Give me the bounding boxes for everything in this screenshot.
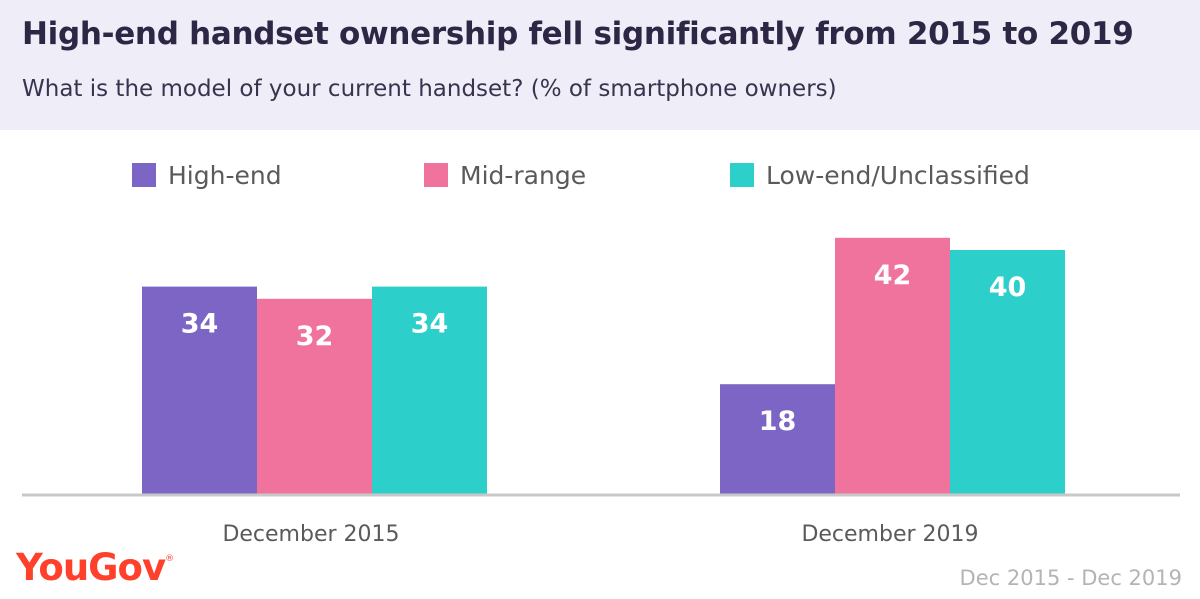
legend-item-mid-range: Mid-range <box>424 160 587 190</box>
legend-swatch-low-end <box>730 163 754 187</box>
data-label: 34 <box>181 309 219 340</box>
legend-swatch-mid-range <box>424 163 448 187</box>
data-label: 40 <box>989 272 1027 303</box>
bar-low-end-unclassified-december-2015 <box>372 286 487 494</box>
legend-label-high-end: High-end <box>168 160 282 190</box>
data-label: 32 <box>296 321 334 352</box>
legend-item-low-end: Low-end/Unclassified <box>730 160 1030 190</box>
chart-header: High-end handset ownership fell signific… <box>0 0 1200 130</box>
chart-title: High-end handset ownership fell signific… <box>22 16 1134 52</box>
chart-subtitle: What is the model of your current handse… <box>22 76 837 102</box>
logo-text: YouGov <box>16 546 166 589</box>
yougov-logo: YouGov® <box>16 546 174 589</box>
bar-low-end-unclassified-december-2019 <box>950 250 1065 494</box>
x-label-december-2015: December 2015 <box>222 522 400 547</box>
data-label: 34 <box>411 309 449 340</box>
bar-high-end-december-2019 <box>720 384 835 494</box>
bar-mid-range-december-2015 <box>257 298 372 494</box>
legend-swatch-high-end <box>132 163 156 187</box>
date-range: Dec 2015 - Dec 2019 <box>959 566 1182 590</box>
data-label: 42 <box>874 260 912 291</box>
legend-item-high-end: High-end <box>132 160 282 190</box>
legend-label-mid-range: Mid-range <box>460 160 587 190</box>
data-label: 18 <box>759 406 797 437</box>
bar-mid-range-december-2019 <box>835 237 950 495</box>
legend-label-low-end: Low-end/Unclassified <box>766 160 1030 190</box>
bar-high-end-december-2015 <box>142 286 257 494</box>
x-label-december-2019: December 2019 <box>801 522 979 547</box>
